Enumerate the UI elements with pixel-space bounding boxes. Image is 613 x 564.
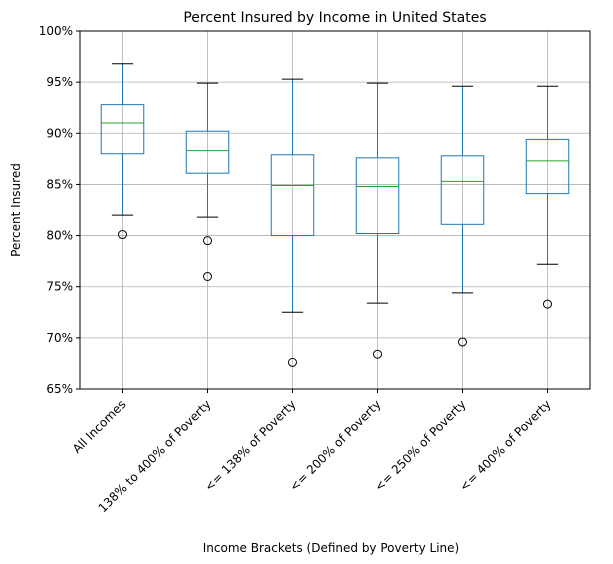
outlier-point [373, 349, 382, 359]
box-item [185, 82, 230, 281]
box-plot-series [100, 63, 570, 367]
y-tick-label: 90% [46, 126, 73, 140]
box-item [440, 85, 485, 347]
y-tick-label: 70% [46, 331, 73, 345]
x-tick-label: <= 138% of Poverty [202, 397, 299, 494]
x-tick-label: <= 250% of Poverty [372, 397, 469, 494]
outlier-point [203, 236, 212, 246]
outlier-point [118, 230, 127, 240]
y-tick-label: 80% [46, 229, 73, 243]
box-iqr [525, 138, 570, 195]
outlier-point [458, 337, 467, 347]
y-tick-label: 95% [46, 75, 73, 89]
x-tick-label: All Incomes [70, 397, 129, 456]
y-axis-label: Percent Insured [9, 163, 23, 257]
box-item [525, 85, 570, 309]
box-item [100, 63, 145, 240]
y-axis-ticks: 65% 70% 75% 80% 85% 90% 95% 100% [39, 24, 80, 396]
outlier-point [203, 271, 212, 281]
box-iqr [185, 130, 230, 174]
y-tick-label: 75% [46, 280, 73, 294]
box-iqr [100, 104, 145, 155]
chart-title: Percent Insured by Income in United Stat… [183, 10, 486, 26]
x-tick-label: <= 200% of Poverty [287, 397, 384, 494]
grid-lines [80, 30, 590, 390]
outlier-point [543, 299, 552, 309]
x-tick-label: <= 400% of Poverty [457, 397, 554, 494]
box-item [270, 78, 315, 367]
x-axis-label: Income Brackets (Defined by Poverty Line… [203, 541, 459, 555]
y-tick-label: 100% [39, 24, 73, 38]
y-tick-label: 65% [46, 382, 73, 396]
plot-area-frame [79, 30, 591, 390]
outlier-point [288, 357, 297, 367]
box-iqr [355, 157, 400, 235]
box-iqr [270, 154, 315, 237]
y-tick-label: 85% [46, 177, 73, 191]
box-iqr [440, 155, 485, 225]
box-item [355, 82, 400, 359]
